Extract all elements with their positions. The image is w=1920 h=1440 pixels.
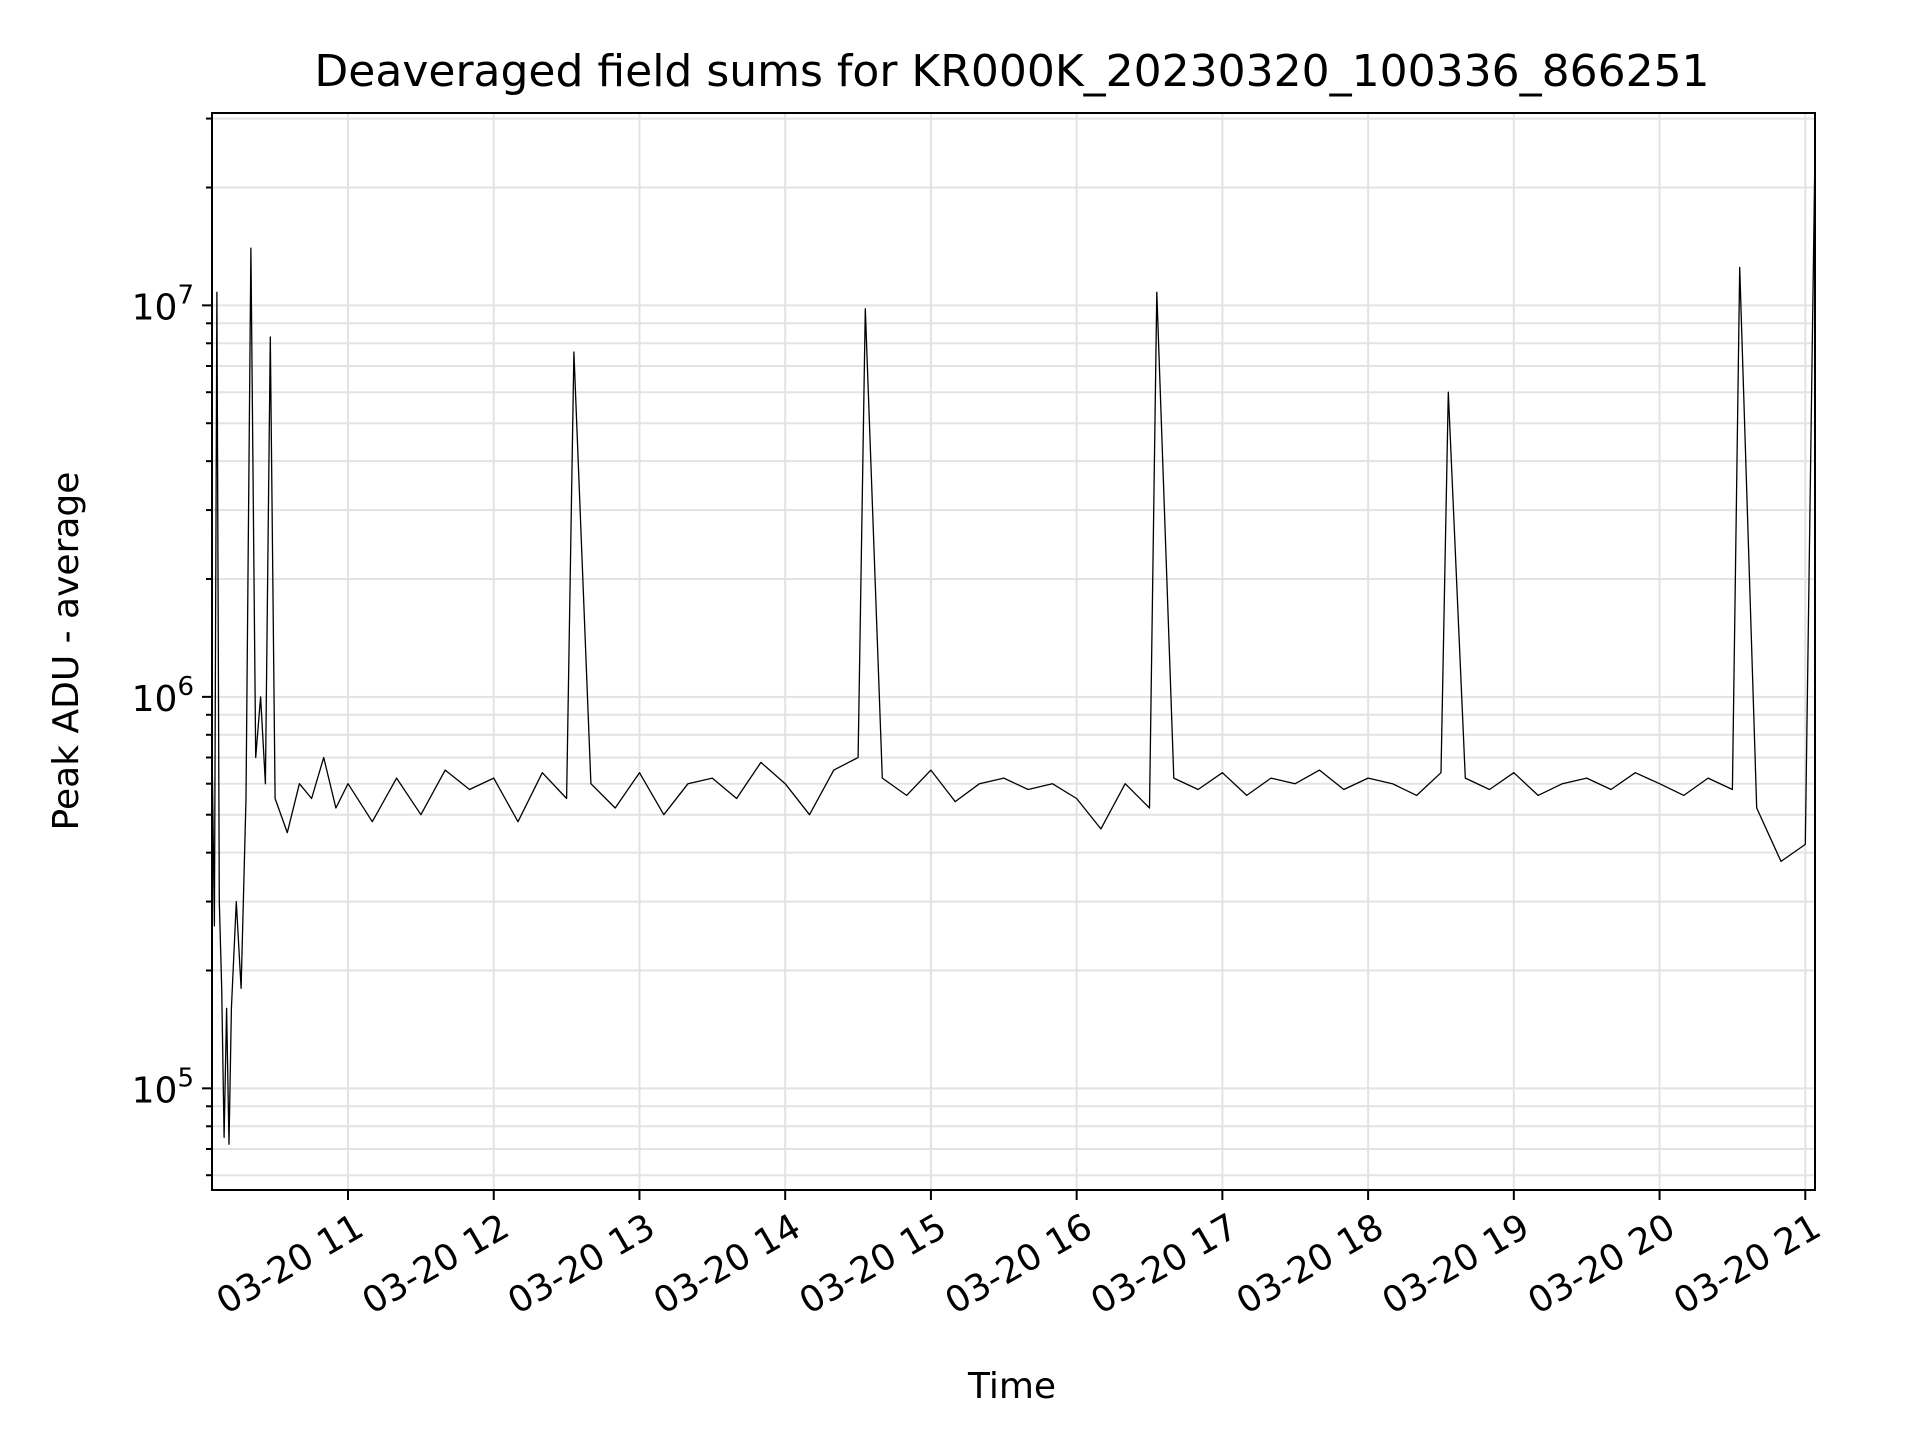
y-axis: 105 106 107	[132, 117, 212, 1177]
x-tick-label: 03-20 12	[356, 1206, 517, 1322]
series-line	[211, 149, 1816, 1145]
y-tick-label: 105	[132, 1063, 194, 1111]
x-tick-label: 03-20 19	[1376, 1206, 1537, 1322]
plot-area-frame	[211, 112, 1816, 1191]
y-tick-label: 106	[132, 672, 194, 720]
x-tick-label: 03-20 18	[1230, 1206, 1391, 1322]
chart-title: Deaveraged field sums for KR000K_2023032…	[314, 46, 1709, 97]
grid-layer	[212, 113, 1815, 1190]
x-tick-label: 03-20 20	[1521, 1206, 1682, 1322]
x-tick-label: 03-20 21	[1667, 1206, 1828, 1322]
x-tick-label: 03-20 15	[793, 1206, 954, 1322]
y-axis-label: Peak ADU - average	[46, 472, 87, 831]
x-tick-label: 03-20 17	[1084, 1206, 1245, 1322]
x-tick-label: 03-20 11	[210, 1206, 371, 1322]
x-axis-label: Time	[967, 1366, 1056, 1407]
x-tick-label: 03-20 16	[938, 1206, 1099, 1322]
x-tick-label: 03-20 13	[501, 1206, 662, 1322]
x-tick-label: 03-20 14	[647, 1206, 808, 1322]
y-tick-label: 107	[132, 280, 194, 328]
